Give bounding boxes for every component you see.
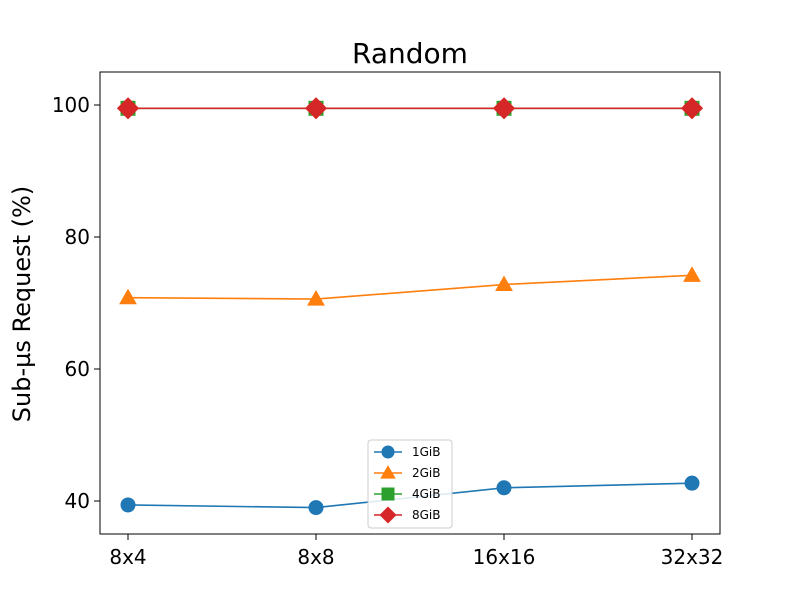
y-tick-label: 40	[65, 489, 90, 513]
legend-marker	[380, 465, 396, 479]
series-8GiB	[116, 97, 704, 120]
legend-item-1GiB: 1GiB	[374, 445, 441, 459]
legend-label: 4GiB	[412, 487, 441, 501]
legend-marker	[381, 445, 395, 459]
y-tick-label: 80	[65, 225, 90, 249]
data-point	[120, 497, 136, 513]
data-point	[308, 500, 324, 516]
y-tick-label: 100	[52, 93, 90, 117]
legend-label: 8GiB	[412, 508, 441, 522]
data-point	[307, 289, 325, 306]
legend-marker	[381, 487, 395, 501]
data-point	[684, 475, 700, 491]
legend-label: 1GiB	[412, 445, 441, 459]
x-tick-label: 8x4	[109, 545, 146, 569]
data-point	[119, 288, 137, 305]
x-tick-label: 32x32	[661, 545, 724, 569]
plot-frame	[99, 71, 721, 535]
legend-marker	[379, 506, 397, 524]
y-tick-label: 60	[65, 357, 90, 381]
y-axis-title: Sub-µs Request (%)	[8, 186, 36, 422]
legend-label: 2GiB	[412, 466, 441, 480]
data-point	[304, 97, 328, 120]
data-point	[492, 97, 516, 120]
legend-item-4GiB: 4GiB	[374, 487, 441, 501]
x-tick-label: 16x16	[473, 545, 536, 569]
legend-item-8GiB: 8GiB	[374, 506, 441, 524]
plot-area: 8x4 8x8 16x16 32x32 40 60 80 100	[52, 93, 724, 569]
data-point	[116, 97, 140, 120]
data-point	[496, 480, 512, 496]
x-tick-label: 8x8	[297, 545, 334, 569]
legend-item-2GiB: 2GiB	[374, 465, 441, 480]
legend-box	[367, 439, 453, 529]
legend: 1GiB 2GiB 4GiB 8GiB	[367, 439, 453, 529]
series-line	[127, 274, 693, 300]
series-2GiB	[119, 266, 701, 306]
data-point	[683, 266, 701, 282]
data-point	[495, 275, 513, 292]
data-point	[680, 97, 704, 120]
chart-title: Random	[352, 37, 468, 70]
